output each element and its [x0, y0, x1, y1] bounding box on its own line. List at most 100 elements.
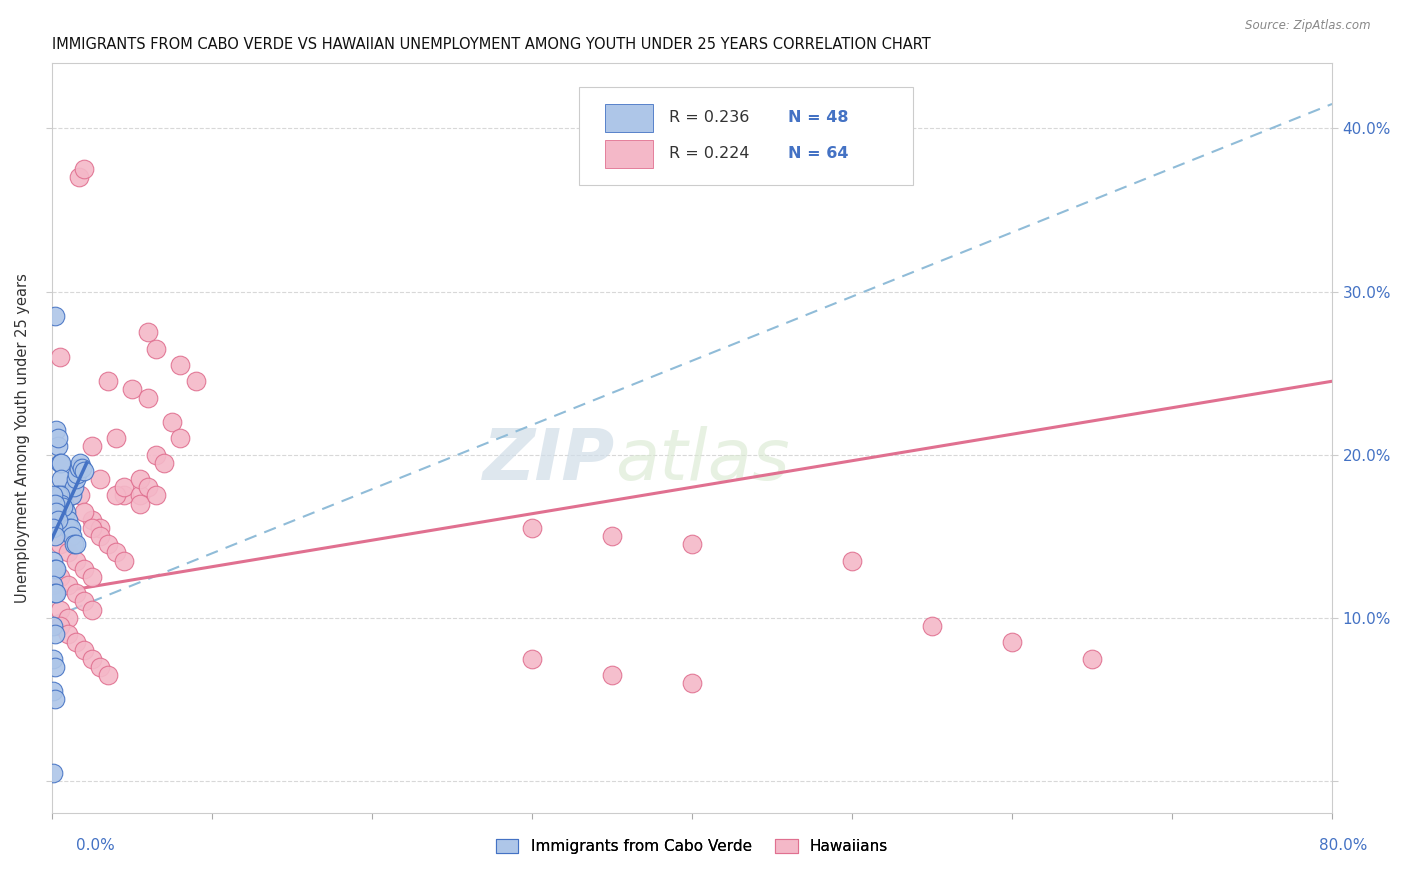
- Point: [80, 651, 103, 665]
- Point: [80, 602, 103, 616]
- Point: [72, 162, 94, 177]
- Point: [145, 488, 167, 502]
- Point: [63, 480, 86, 494]
- Point: [136, 480, 159, 494]
- Point: [48, 619, 70, 633]
- Text: N = 64: N = 64: [787, 146, 848, 161]
- Point: [45, 423, 67, 437]
- Point: [96, 668, 118, 682]
- Text: 80.0%: 80.0%: [1319, 838, 1367, 853]
- Point: [42, 488, 65, 502]
- Point: [152, 456, 174, 470]
- Y-axis label: Unemployment Among Youth under 25 years: Unemployment Among Youth under 25 years: [15, 273, 30, 603]
- Point: [42, 554, 65, 568]
- Point: [56, 578, 79, 592]
- Point: [104, 431, 127, 445]
- Point: [112, 480, 135, 494]
- Point: [42, 765, 65, 780]
- Point: [48, 350, 70, 364]
- Point: [44, 692, 66, 706]
- Point: [45, 562, 67, 576]
- Point: [56, 513, 79, 527]
- Point: [48, 570, 70, 584]
- Point: [67, 460, 90, 475]
- Point: [65, 635, 87, 649]
- Point: [59, 521, 82, 535]
- Point: [53, 497, 76, 511]
- Text: IMMIGRANTS FROM CABO VERDE VS HAWAIIAN UNEMPLOYMENT AMONG YOUTH UNDER 25 YEARS C: IMMIGRANTS FROM CABO VERDE VS HAWAIIAN U…: [52, 37, 931, 53]
- Point: [63, 537, 86, 551]
- Point: [44, 659, 66, 673]
- Point: [80, 570, 103, 584]
- Point: [45, 488, 67, 502]
- Point: [600, 668, 623, 682]
- Point: [45, 586, 67, 600]
- Point: [69, 488, 91, 502]
- Text: atlas: atlas: [614, 426, 790, 495]
- Point: [44, 586, 66, 600]
- Text: R = 0.236: R = 0.236: [669, 111, 749, 126]
- Point: [145, 342, 167, 356]
- Point: [841, 554, 863, 568]
- Point: [96, 374, 118, 388]
- Point: [44, 309, 66, 323]
- Point: [89, 521, 111, 535]
- Text: ZIP: ZIP: [482, 426, 614, 495]
- Point: [56, 545, 79, 559]
- Point: [65, 472, 87, 486]
- Point: [89, 472, 111, 486]
- Point: [49, 472, 72, 486]
- Point: [69, 456, 91, 470]
- Point: [160, 415, 183, 429]
- Point: [49, 497, 72, 511]
- Point: [56, 611, 79, 625]
- Point: [44, 529, 66, 543]
- Point: [65, 537, 87, 551]
- Point: [96, 537, 118, 551]
- Point: [80, 513, 103, 527]
- Point: [48, 488, 70, 502]
- Point: [681, 676, 703, 690]
- Point: [128, 488, 150, 502]
- Point: [681, 537, 703, 551]
- Point: [48, 537, 70, 551]
- Point: [44, 562, 66, 576]
- Point: [72, 594, 94, 608]
- Point: [42, 651, 65, 665]
- Point: [128, 497, 150, 511]
- Point: [66, 467, 89, 482]
- Point: [60, 488, 83, 502]
- Point: [104, 545, 127, 559]
- Point: [80, 440, 103, 454]
- Point: [52, 500, 75, 514]
- Point: [520, 521, 543, 535]
- Point: [600, 529, 623, 543]
- Point: [72, 562, 94, 576]
- FancyBboxPatch shape: [605, 103, 654, 132]
- Point: [44, 627, 66, 641]
- Point: [72, 505, 94, 519]
- FancyBboxPatch shape: [579, 87, 914, 186]
- Point: [60, 488, 83, 502]
- Point: [42, 578, 65, 592]
- Point: [42, 521, 65, 535]
- Text: R = 0.224: R = 0.224: [669, 146, 749, 161]
- Point: [128, 472, 150, 486]
- Point: [80, 521, 103, 535]
- Point: [42, 619, 65, 633]
- Point: [65, 554, 87, 568]
- Point: [46, 513, 69, 527]
- Point: [70, 460, 93, 475]
- Legend: Immigrants from Cabo Verde, Hawaiians: Immigrants from Cabo Verde, Hawaiians: [488, 831, 896, 862]
- Point: [48, 456, 70, 470]
- Point: [169, 358, 191, 372]
- Point: [56, 627, 79, 641]
- Point: [1001, 635, 1024, 649]
- Point: [112, 488, 135, 502]
- Point: [58, 521, 80, 535]
- Point: [136, 326, 159, 340]
- Point: [72, 464, 94, 478]
- Point: [72, 643, 94, 657]
- Point: [112, 554, 135, 568]
- Point: [46, 440, 69, 454]
